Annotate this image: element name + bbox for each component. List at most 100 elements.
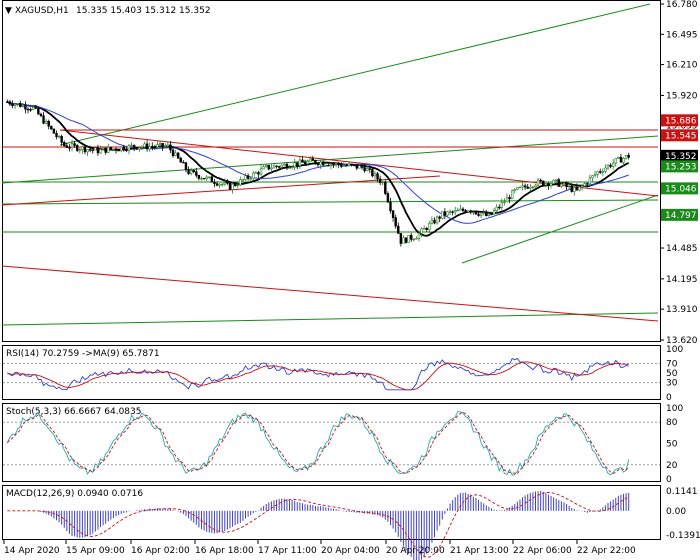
candle-body: [189, 170, 193, 175]
candle-body: [63, 142, 66, 147]
time-tick-label: 22 Apr 22:00: [577, 546, 636, 556]
candle-body: [208, 176, 211, 178]
candle-body: [340, 164, 343, 167]
candle-body: [197, 175, 201, 179]
candle-body: [347, 163, 351, 166]
candle-body: [321, 161, 325, 166]
candle-body: [580, 185, 584, 188]
candle-body: [91, 149, 94, 151]
macd-axis: 0.1141 0.00 -0.1391: [666, 487, 700, 541]
candle-body: [288, 167, 291, 169]
candle-body: [485, 212, 488, 217]
candle-body: [239, 179, 242, 186]
candle-body: [21, 104, 25, 108]
candle-body: [218, 183, 221, 186]
candle-body: [332, 163, 335, 166]
time-tick-label: 16 Apr 02:00: [131, 546, 190, 556]
candle-body: [417, 232, 421, 239]
candle-body: [306, 160, 309, 164]
candle-body: [510, 190, 514, 200]
stoch-tick-label: 0: [666, 475, 672, 485]
red-rising-line: [1, 175, 441, 206]
macd-tick-label: 0.1141: [666, 487, 698, 497]
candle-body: [529, 186, 532, 189]
main-panel: [2, 0, 661, 342]
stoch-tick-label: 100: [666, 404, 683, 414]
candle-body: [270, 167, 273, 170]
price-level-badge: [661, 182, 698, 195]
candle-body: [290, 166, 294, 169]
candle-body: [314, 159, 317, 164]
price-level-text: 15.545: [665, 131, 697, 141]
candle-body: [107, 147, 110, 153]
time-tick-label: 21 Apr 13:00: [450, 546, 509, 556]
candle-body: [262, 166, 265, 170]
candle-body: [544, 182, 548, 186]
candle-body: [202, 177, 206, 180]
candle-body: [464, 210, 467, 213]
candle-body: [386, 193, 390, 203]
candle-body: [161, 143, 164, 148]
candle-body: [145, 143, 149, 150]
candle-body: [68, 147, 71, 149]
macd-tick-label: 0.00: [666, 507, 686, 517]
candle-body: [557, 179, 561, 187]
candle-body: [412, 238, 416, 241]
candle-body: [156, 144, 159, 148]
candle-body: [523, 185, 527, 188]
time-tick-label: 17 Apr 11:00: [258, 546, 317, 556]
candle-body: [391, 210, 395, 218]
time-axis: 14 Apr 2020 15 Apr 09:00 16 Apr 02:00 16 Ap…: [3, 540, 636, 556]
rsi-line: [7, 357, 629, 391]
candle-body: [565, 182, 568, 188]
candle-body: [122, 146, 126, 151]
candle-body: [265, 164, 268, 168]
rsi-tick-label: 70: [666, 359, 678, 369]
candle-body: [503, 201, 506, 204]
candle-body: [153, 146, 157, 148]
candle-body: [498, 206, 501, 209]
candle-body: [117, 149, 120, 152]
candle-body: [50, 125, 53, 130]
candle-body: [487, 213, 491, 217]
candle-body: [552, 179, 555, 184]
time-tick-label: 16 Apr 18:00: [195, 546, 254, 556]
candle-body: [112, 148, 115, 150]
price-tick-label: 16.210: [666, 61, 698, 71]
candle-body: [542, 180, 545, 186]
candle-body: [104, 147, 107, 153]
time-tick-label: 15 Apr 09:00: [66, 546, 125, 556]
candle-body: [130, 144, 133, 147]
price-level-text: 15.352: [665, 152, 697, 162]
price-tick-label: 16.495: [666, 30, 698, 40]
rsi-label: RSI(14) 70.2759 ->MA(9) 65.7871: [6, 349, 160, 359]
candle-body: [508, 197, 511, 200]
candle-body: [311, 158, 315, 161]
candle-body: [588, 177, 592, 185]
candle-body: [285, 163, 289, 169]
price-level-badge: [661, 114, 698, 127]
candle-body: [192, 170, 195, 173]
candle-body: [430, 219, 434, 224]
candle-body: [277, 166, 281, 168]
candle-body: [575, 187, 579, 191]
candle-body: [495, 206, 498, 211]
candle-body: [371, 168, 374, 177]
candle-body: [114, 148, 118, 151]
candle-body: [560, 183, 563, 187]
price-tick-label: 15.635: [666, 122, 698, 132]
candle-body: [210, 176, 214, 183]
candle-body: [536, 179, 540, 186]
candle-body: [259, 168, 263, 175]
candle-body: [34, 106, 37, 109]
candle-body: [319, 161, 322, 166]
candle-body: [316, 163, 320, 166]
price-tick-label: 16.780: [666, 0, 698, 10]
candle-body: [60, 136, 63, 143]
candle-body: [37, 107, 40, 115]
collapse-triangle-icon[interactable]: ▼: [5, 6, 12, 16]
price-level-badge: [661, 149, 698, 162]
candle-body: [184, 162, 188, 170]
candle-body: [373, 173, 377, 177]
candle-body: [280, 164, 283, 168]
